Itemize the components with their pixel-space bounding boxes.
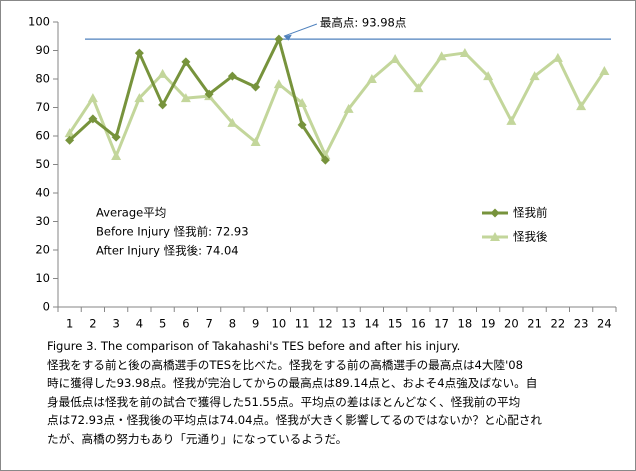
marker xyxy=(320,155,330,165)
x-tick-label: 18 xyxy=(458,317,473,331)
x-tick-label: 3 xyxy=(112,317,119,331)
marker xyxy=(273,79,284,89)
x-tick-label: 16 xyxy=(411,317,426,331)
x-tick-label: 13 xyxy=(341,317,356,331)
marker xyxy=(157,68,168,78)
caption-line: Figure 3. The comparison of Takahashi's … xyxy=(47,339,461,353)
marker xyxy=(180,93,191,103)
legend-label: 怪我前 xyxy=(513,206,548,220)
marker xyxy=(483,71,494,81)
x-tick-label: 4 xyxy=(136,317,143,331)
x-tick-label: 11 xyxy=(295,317,310,331)
caption-line: 時に獲得した93.98点。怪我が完治してからの最高点は89.14点と、およそ4点… xyxy=(47,376,538,391)
marker xyxy=(251,82,261,92)
marker xyxy=(227,71,237,81)
caption-line: たが、高橋の努力もあり「元通り」になっているようだ。 xyxy=(47,431,348,446)
marker xyxy=(181,57,191,67)
marker xyxy=(134,93,145,103)
marker xyxy=(274,34,284,44)
x-tick-label: 15 xyxy=(388,317,403,331)
caption-line: 怪我をする前と後の高橋選手のTESを比べた。怪我をする前の高橋選手の最高点は4大… xyxy=(47,357,524,372)
y-tick-label: 70 xyxy=(35,100,50,114)
marker xyxy=(297,120,307,130)
x-tick-label: 9 xyxy=(252,317,259,331)
y-tick-label: 10 xyxy=(35,271,50,285)
marker xyxy=(459,47,470,57)
x-tick-label: 19 xyxy=(481,317,496,331)
marker xyxy=(343,103,354,113)
text-box-line: Average平均 xyxy=(96,206,166,220)
marker xyxy=(158,100,168,110)
x-tick-label: 8 xyxy=(229,317,236,331)
marker xyxy=(576,101,587,111)
marker xyxy=(390,54,401,64)
annotation-arrow xyxy=(283,23,318,37)
x-tick-label: 21 xyxy=(527,317,542,331)
marker xyxy=(436,51,447,61)
x-tick-label: 6 xyxy=(182,317,189,331)
x-tick-label: 7 xyxy=(205,317,212,331)
x-tick-label: 5 xyxy=(159,317,166,331)
y-tick-label: 40 xyxy=(35,186,50,200)
marker xyxy=(599,66,610,76)
marker xyxy=(88,114,98,124)
marker xyxy=(204,89,214,99)
x-tick-label: 24 xyxy=(597,317,612,331)
marker xyxy=(529,71,540,81)
text-box-line: After Injury 怪我後: 74.04 xyxy=(96,244,239,258)
x-tick-label: 17 xyxy=(434,317,449,331)
y-tick-label: 20 xyxy=(35,243,50,257)
marker xyxy=(552,52,563,62)
marker xyxy=(111,132,121,142)
x-tick-label: 1 xyxy=(66,317,73,331)
caption-line: 点は72.93点・怪我後の平均点は74.04点。怪我が大きく影響してるのではない… xyxy=(47,413,543,428)
marker xyxy=(65,135,75,145)
marker xyxy=(227,117,238,127)
marker xyxy=(87,93,98,103)
series-line xyxy=(68,37,327,161)
marker xyxy=(490,232,500,241)
marker xyxy=(250,136,261,146)
x-tick-label: 12 xyxy=(318,317,333,331)
marker xyxy=(64,128,75,138)
text-box-line: Before Injury 怪我前: 72.93 xyxy=(96,225,249,239)
marker xyxy=(366,74,377,83)
marker xyxy=(111,150,122,160)
x-tick-label: 20 xyxy=(504,317,519,331)
y-tick-label: 80 xyxy=(35,72,50,86)
y-tick-label: 100 xyxy=(28,15,50,29)
caption-line: 身最低点は怪我を前の試合で獲得した51.55点。平均点の差はほとんどなく、怪我前… xyxy=(47,394,521,409)
x-tick-label: 2 xyxy=(89,317,96,331)
marker xyxy=(413,83,424,93)
y-tick-label: 50 xyxy=(35,157,50,171)
marker xyxy=(297,97,308,107)
x-tick-label: 23 xyxy=(574,317,589,331)
y-tick-label: 30 xyxy=(35,214,50,228)
y-tick-label: 60 xyxy=(35,129,50,143)
x-tick-label: 10 xyxy=(272,317,287,331)
legend-label: 怪我後 xyxy=(513,230,548,244)
y-tick-label: 0 xyxy=(43,300,50,314)
y-tick-label: 90 xyxy=(35,43,50,57)
marker xyxy=(134,48,144,58)
x-tick-label: 22 xyxy=(551,317,566,331)
marker xyxy=(506,115,517,125)
marker xyxy=(490,208,500,218)
series-line xyxy=(68,51,606,158)
x-tick-label: 14 xyxy=(365,317,380,331)
arrow-head xyxy=(283,34,292,41)
caption: Figure 3. The comparison of Takahashi's … xyxy=(47,337,631,449)
annotation: 最高点: 93.98点 xyxy=(320,16,406,30)
